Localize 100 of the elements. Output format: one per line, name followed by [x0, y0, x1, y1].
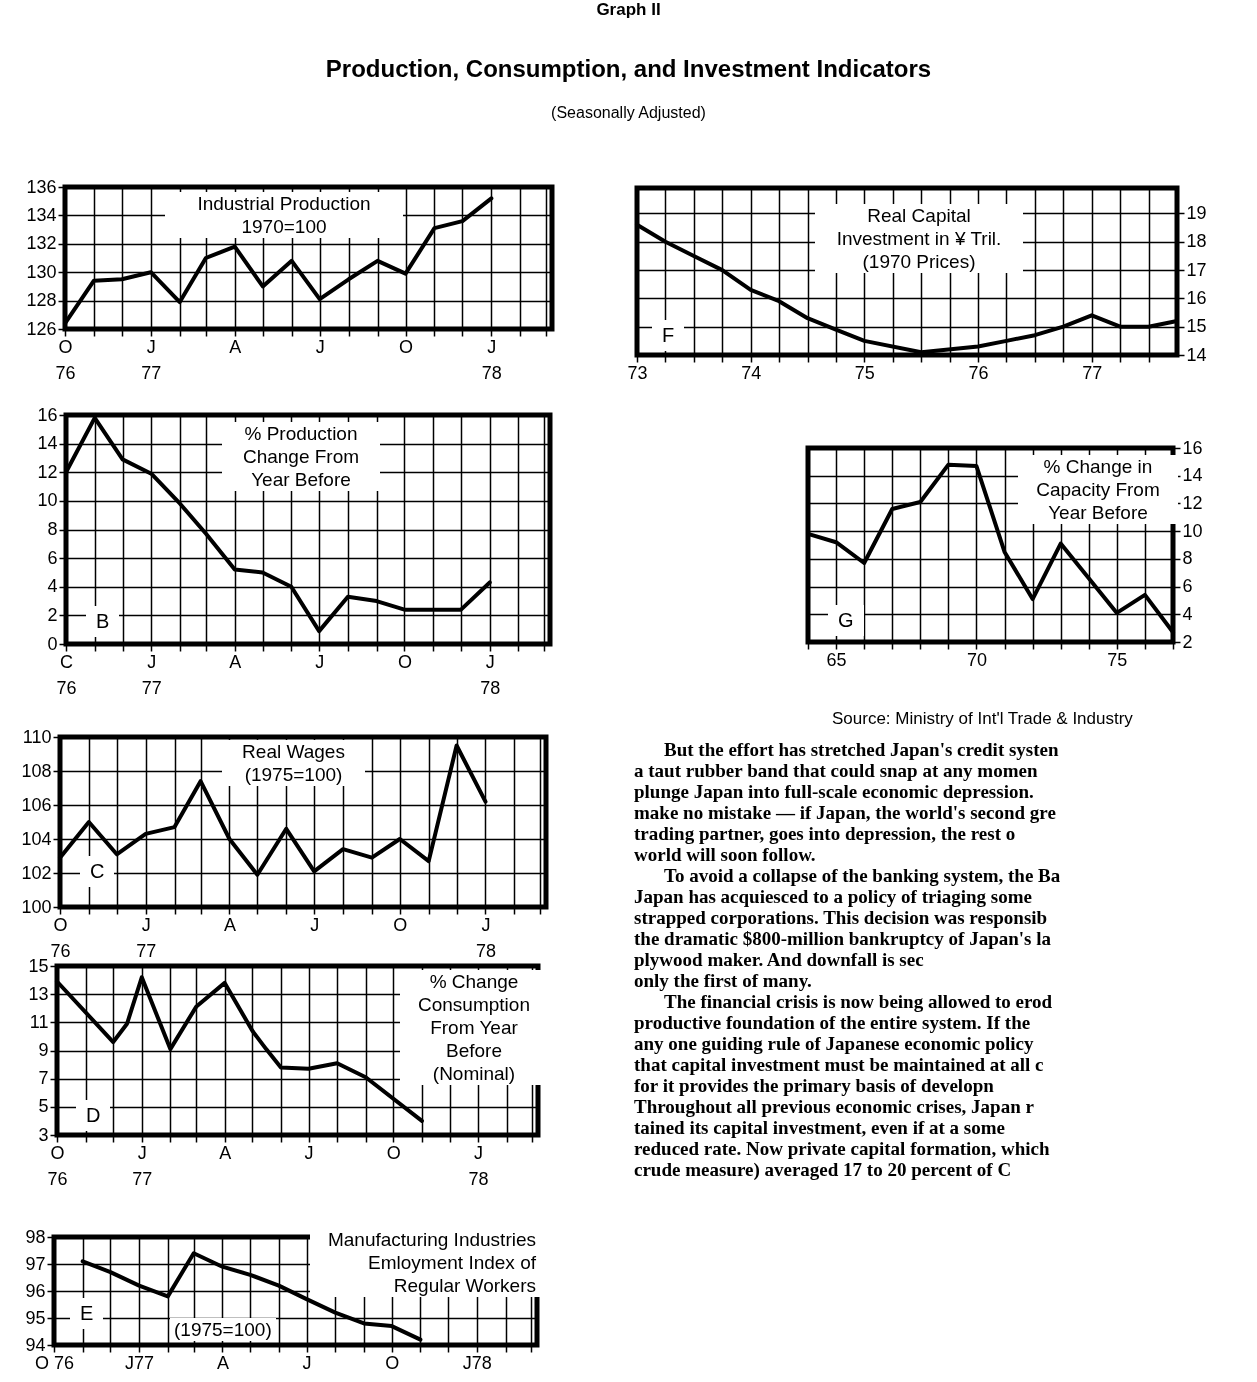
text-panel: G	[828, 605, 864, 636]
y-tick-label: 132	[26, 233, 57, 254]
text-panel: Real Capital Investment in ¥ Tril. (1970 Prices)	[815, 204, 1023, 273]
x-tick-label: C 76	[56, 651, 77, 698]
x-tick-label: A	[216, 1352, 229, 1373]
x-tick-label: 77	[1082, 362, 1103, 383]
y-tick-label: 96	[25, 1280, 46, 1301]
y-tick-label: 12	[1182, 492, 1203, 513]
y-tick-label: 6	[47, 547, 58, 568]
y-tick-label: 15	[28, 955, 49, 976]
y-tick-label: 2	[47, 604, 58, 625]
x-tick-label: J 78	[475, 914, 496, 961]
x-tick-label: J77	[125, 1352, 155, 1373]
text-panel: B	[86, 606, 120, 637]
y-tick-label: 4	[1182, 603, 1193, 624]
text: Production, Consumption, and Investment Indicators	[324, 55, 933, 83]
x-tick-label: A	[219, 1142, 232, 1163]
x-tick-label: J	[315, 651, 325, 672]
y-tick-label: 11	[29, 1011, 49, 1032]
x-tick-label: 75	[854, 362, 875, 383]
y-tick-label: 13	[28, 983, 49, 1004]
y-tick-label: 100	[21, 896, 52, 917]
y-tick-label: 134	[26, 204, 57, 225]
text-panel: F	[652, 320, 685, 351]
x-tick-label: O 76	[50, 914, 71, 961]
y-tick-label: 10	[37, 490, 58, 511]
y-tick-label: 130	[26, 261, 57, 282]
y-tick-label: 14	[1186, 344, 1207, 365]
x-tick-label: J	[310, 914, 320, 935]
y-tick-label: 3	[38, 1124, 49, 1145]
y-tick-label: 9	[38, 1040, 49, 1060]
y-tick-label: 18	[1186, 231, 1207, 252]
x-tick-label: O 76	[34, 1352, 75, 1373]
y-tick-label: 14	[37, 433, 58, 454]
y-tick-label: 0	[47, 633, 58, 654]
y-tick-label: 104	[21, 828, 52, 849]
x-tick-label: A	[223, 914, 236, 935]
x-tick-label: J	[302, 1352, 312, 1373]
x-tick-label: O	[399, 336, 414, 357]
y-tick-label: 106	[21, 794, 52, 815]
y-tick-label: 17	[1186, 259, 1207, 280]
y-tick-label: 8	[47, 519, 58, 539]
text-panel: E	[70, 1298, 104, 1329]
x-tick-label: 65	[826, 649, 847, 670]
y-tick-label: 12	[37, 461, 58, 482]
text-panel: C	[80, 856, 115, 887]
x-tick-label: J78	[462, 1352, 492, 1373]
y-tick-label: 5	[38, 1096, 49, 1117]
y-tick-label: 14	[1182, 465, 1203, 486]
y-tick-label: 8	[1182, 548, 1193, 569]
y-tick-label: 7	[38, 1068, 49, 1089]
x-tick-label: J 78	[468, 1142, 489, 1189]
y-tick-label: 108	[21, 760, 52, 781]
x-tick-label: A	[229, 336, 242, 357]
x-tick-label: 70	[966, 649, 987, 670]
text: To avoid a collapse of the banking system, the Ba Japan has acquiesced to a policy of triaging some strapped corporations. This decision was responsib the dramatic $800-million bankruptcy of Japan's la plywood maker. And downfall is sec only the first of many.	[634, 865, 1062, 991]
text: (Seasonally Adjusted)	[550, 104, 707, 122]
x-tick-label: O 76	[47, 1142, 68, 1189]
text-panel: D	[76, 1100, 111, 1131]
text: But the effort has stretched Japan's credit systen a taut rubber band that could snap at any momen plunge Japan into full-scale economic depression. make no mistake — if Japan, the world's second gre trading partner, goes into depression, the rest o world will soon follow.	[634, 739, 1060, 865]
x-tick-label: O	[397, 651, 412, 672]
text: The financial crisis is now being allowed to erod productive foundation of the entire system. If the any one guiding rule of Japanese economic policy that capital investment must be maintained at all c for it provides the primary basis of developn Throughout all previous economic crises, Japan r tained its capital investment, even if at a some reduced rate. Now private capital formation, which crude measure) averaged 17 to 20 percent of C	[634, 991, 1053, 1180]
x-tick-label: J	[315, 336, 325, 357]
y-tick-label: 102	[21, 862, 52, 883]
y-tick-label: 19	[1186, 202, 1207, 223]
y-tick-label: 16	[1186, 287, 1207, 308]
y-tick-label: 94	[25, 1334, 46, 1355]
text-panel: % Production Change From Year Before	[222, 422, 380, 491]
x-tick-label: O 76	[55, 336, 76, 383]
y-tick-label: 136	[26, 176, 57, 197]
x-tick-label: J 77	[141, 336, 162, 383]
x-tick-label: 76	[968, 362, 989, 383]
x-tick-label: J	[304, 1142, 314, 1163]
text-panel: % Change in Capacity From Year Before	[1018, 455, 1178, 524]
x-tick-label: 74	[741, 362, 762, 383]
y-tick-label: 16	[37, 404, 58, 425]
y-tick-label: 2	[1182, 631, 1193, 652]
text: Graph II	[595, 0, 662, 20]
y-tick-label: 126	[26, 318, 57, 339]
y-tick-label: 6	[1182, 576, 1193, 597]
y-tick-label: 16	[1182, 437, 1203, 458]
y-tick-label: 98	[25, 1226, 46, 1247]
y-tick-label: 15	[1186, 316, 1207, 337]
x-tick-label: J 77	[132, 1142, 153, 1189]
x-tick-label: 75	[1107, 649, 1128, 670]
text-panel: (1975=100)	[170, 1318, 276, 1341]
text-panel: Real Wages (1975=100)	[222, 740, 365, 786]
x-tick-label: O	[386, 1142, 401, 1163]
y-tick-label: 97	[25, 1253, 46, 1274]
y-tick-label: 95	[25, 1307, 46, 1328]
x-tick-label: J 78	[481, 336, 502, 383]
x-tick-label: O	[393, 914, 408, 935]
text-panel: Industrial Production 1970=100	[165, 192, 403, 238]
y-tick-label: 128	[26, 290, 57, 311]
y-tick-label: 10	[1182, 520, 1203, 541]
x-tick-label: A	[229, 651, 242, 672]
x-tick-label: O	[385, 1352, 400, 1373]
x-tick-label: 73	[627, 362, 648, 383]
x-tick-label: J 77	[141, 651, 162, 698]
x-tick-label: J 77	[136, 914, 157, 961]
